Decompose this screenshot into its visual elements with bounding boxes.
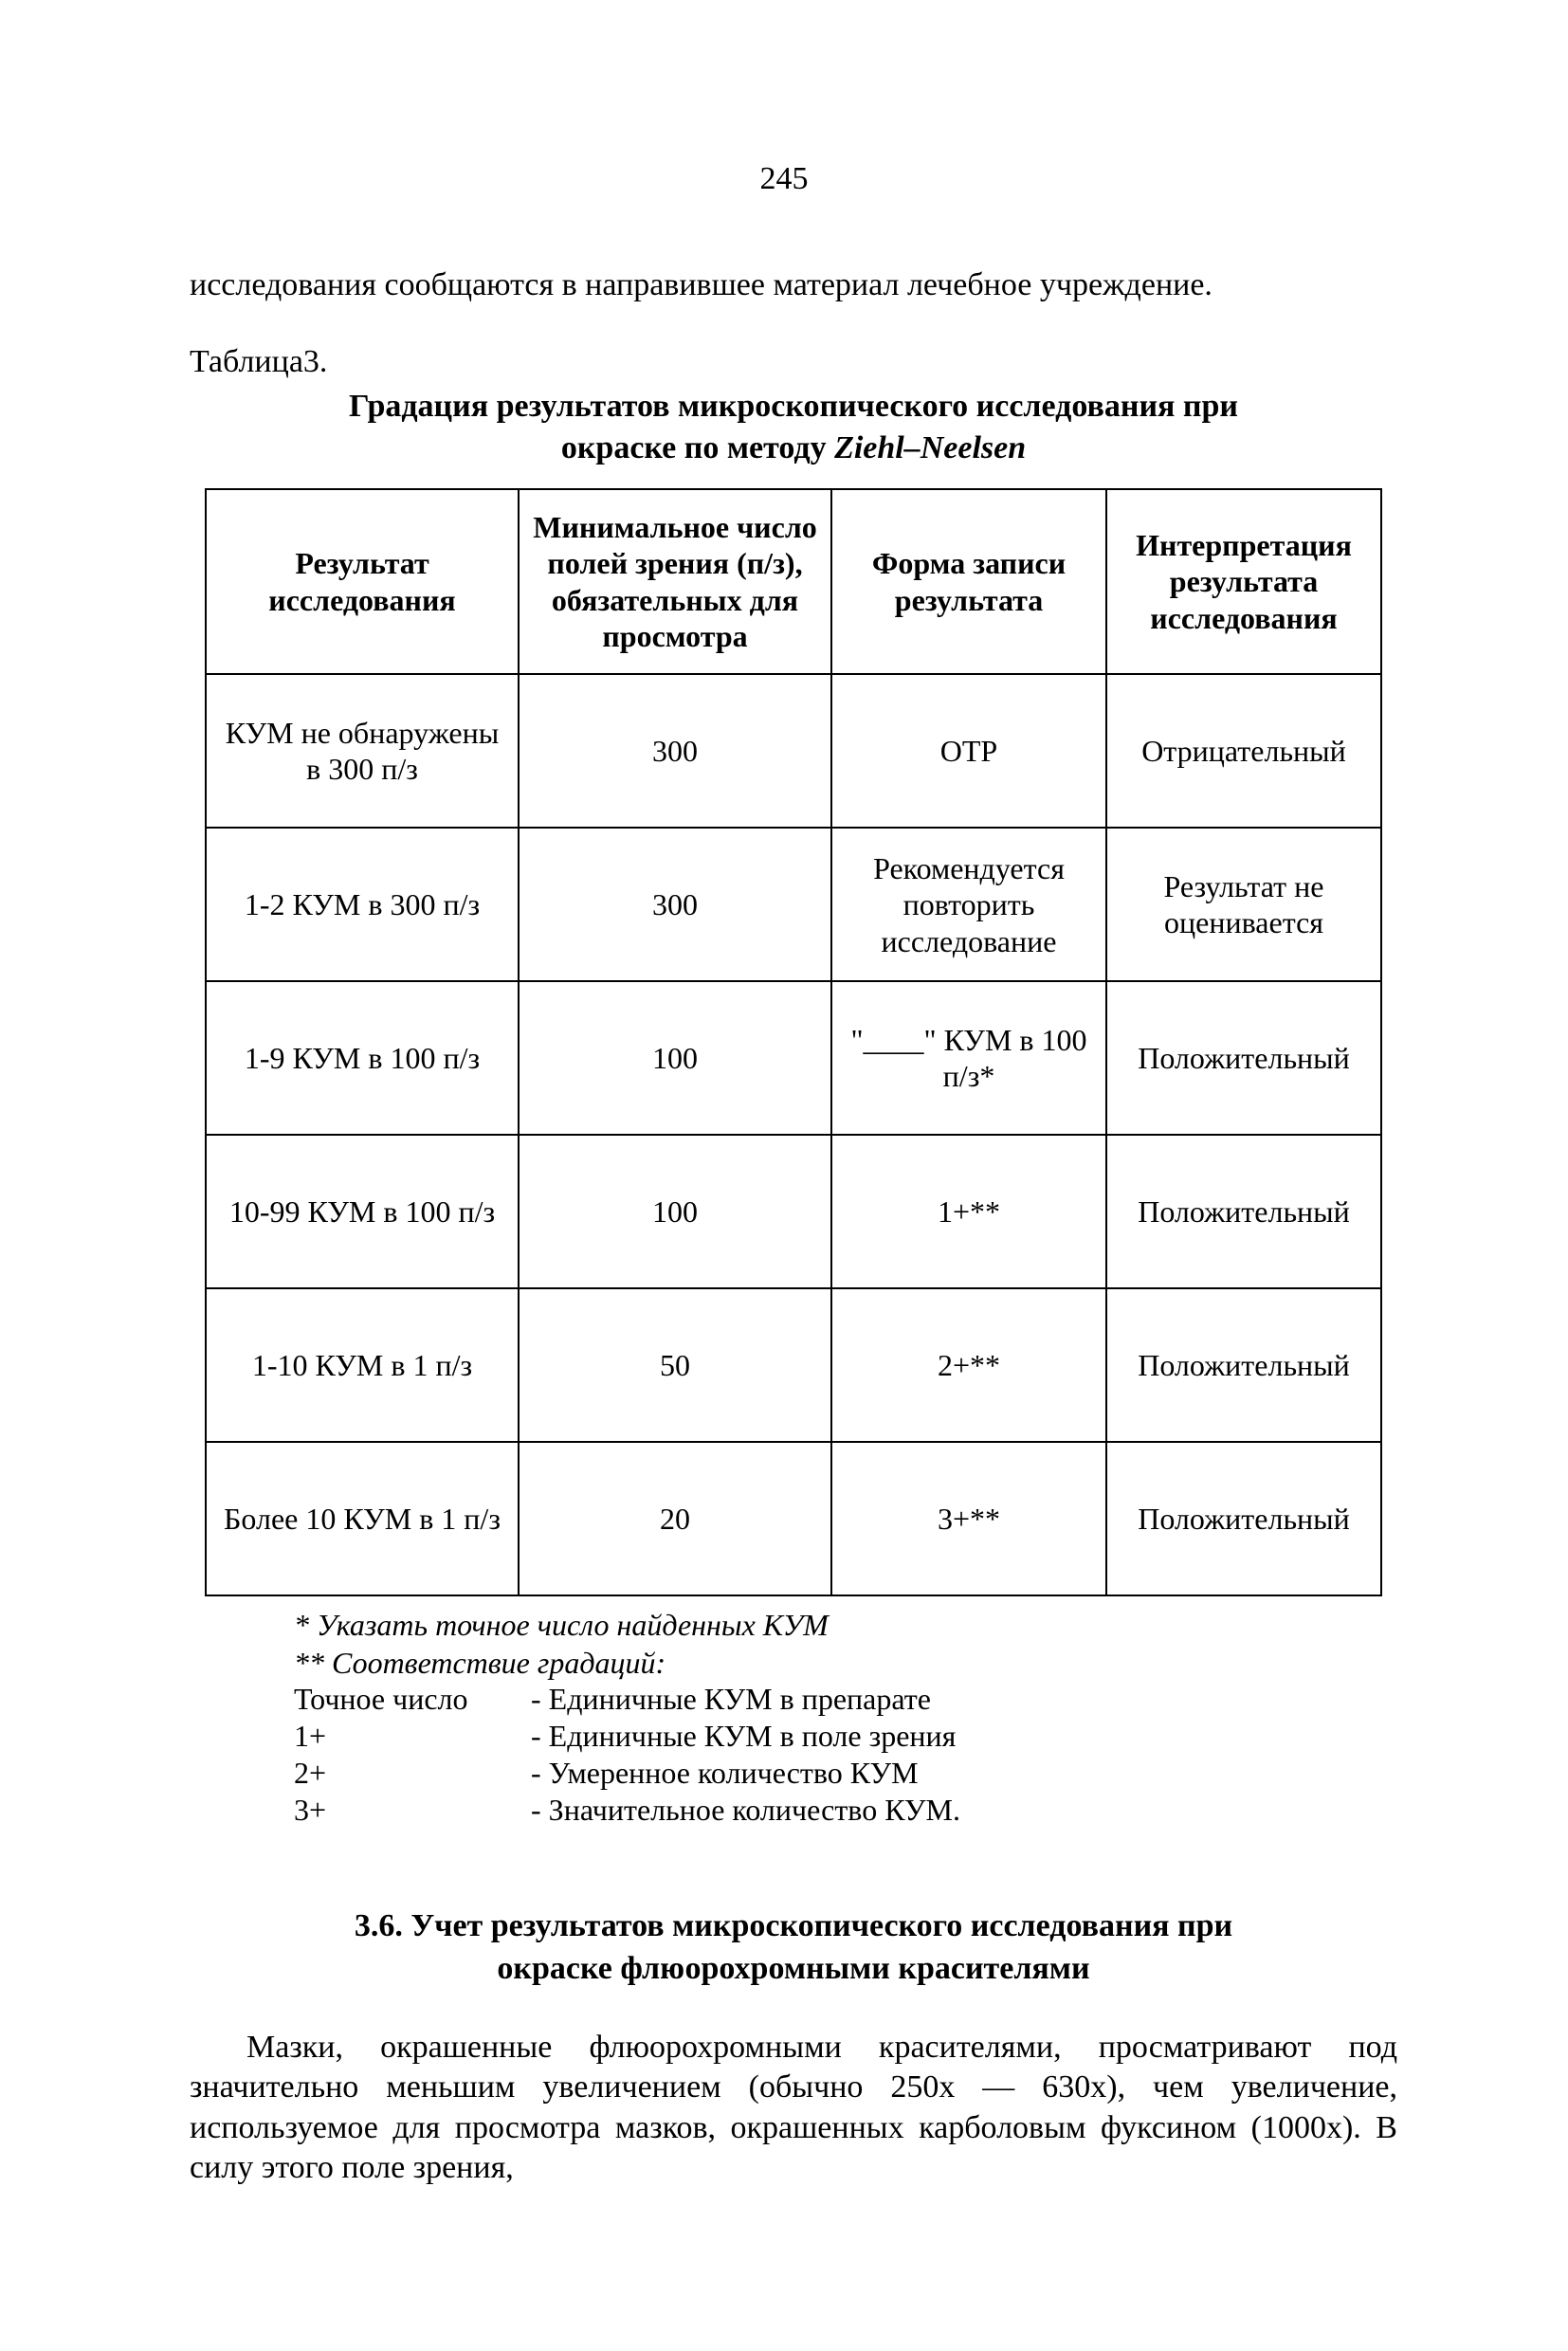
table-cell: Результат не оценивается — [1106, 828, 1381, 981]
gradation-legend: Точное число - Единичные КУМ в препарате… — [294, 1682, 979, 1830]
legend-desc: - Единичные КУМ в препарате — [531, 1682, 979, 1719]
legend-row: 2+ - Умеренное количество КУМ — [294, 1756, 979, 1793]
table-label: Таблица3. — [190, 344, 1397, 380]
table-title-line2: окраске по методу — [561, 430, 834, 465]
footnote-2: ** Соответствие градаций: — [294, 1644, 1397, 1682]
table-cell: Положительный — [1106, 1135, 1381, 1288]
table-cell: 300 — [519, 828, 831, 981]
table-header-row: Результат исследования Минимальное число… — [206, 489, 1381, 675]
table-title-method: Ziehl–Neelsen — [834, 430, 1026, 465]
table-cell: Положительный — [1106, 1442, 1381, 1595]
table-cell: 1+** — [831, 1135, 1106, 1288]
legend-desc: - Умеренное количество КУМ — [531, 1756, 979, 1793]
table-title-line1: Градация результатов микроскопического и… — [349, 389, 1238, 424]
table-cell: "____" КУМ в 100 п/з* — [831, 981, 1106, 1135]
legend-row: Точное число - Единичные КУМ в препарате — [294, 1682, 979, 1719]
table-cell: 1-2 КУМ в 300 п/з — [206, 828, 519, 981]
table-row: 1-10 КУМ в 1 п/з 50 2+** Положительный — [206, 1288, 1381, 1442]
table-cell: 100 — [519, 981, 831, 1135]
gradation-table: Результат исследования Минимальное число… — [205, 488, 1382, 1597]
table-header-cell: Минимальное число полей зрения (п/з), об… — [519, 489, 831, 675]
legend-desc: - Значительное количество КУМ. — [531, 1793, 979, 1830]
table-cell: Положительный — [1106, 981, 1381, 1135]
table-cell: 100 — [519, 1135, 831, 1288]
table-cell: Положительный — [1106, 1288, 1381, 1442]
page-number: 245 — [0, 161, 1568, 197]
body-paragraph: Мазки, окрашенные флюорохромными красите… — [190, 2028, 1397, 2189]
table-header-cell: Интерпретация результата исследования — [1106, 489, 1381, 675]
legend-label: 3+ — [294, 1793, 531, 1830]
table-title: Градация результатов микроскопического и… — [220, 386, 1367, 469]
table-cell: 2+** — [831, 1288, 1106, 1442]
legend-label: 1+ — [294, 1719, 531, 1756]
table-header-cell: Форма записи результата — [831, 489, 1106, 675]
legend-row: 3+ - Значительное количество КУМ. — [294, 1793, 979, 1830]
intro-paragraph: исследования сообщаются в направившее ма… — [190, 265, 1397, 306]
legend-desc: - Единичные КУМ в поле зрения — [531, 1719, 979, 1756]
table-row: 1-2 КУМ в 300 п/з 300 Рекомендуется повт… — [206, 828, 1381, 981]
section-title-line1: 3.6. Учет результатов микроскопического … — [355, 1908, 1232, 1943]
table-header-cell: Результат исследования — [206, 489, 519, 675]
footnote-1: * Указать точное число найденных КУМ — [294, 1606, 1397, 1644]
table-cell: 1-10 КУМ в 1 п/з — [206, 1288, 519, 1442]
table-cell: 20 — [519, 1442, 831, 1595]
table-cell: 50 — [519, 1288, 831, 1442]
table-cell: КУМ не обнаружены в 300 п/з — [206, 674, 519, 828]
table-row: 1-9 КУМ в 100 п/з 100 "____" КУМ в 100 п… — [206, 981, 1381, 1135]
table-cell: 1-9 КУМ в 100 п/з — [206, 981, 519, 1135]
table-cell: Более 10 КУМ в 1 п/з — [206, 1442, 519, 1595]
section-title-line2: окраске флюорохромными красителями — [497, 1951, 1089, 1986]
table-cell: 3+** — [831, 1442, 1106, 1595]
section-title: 3.6. Учет результатов микроскопического … — [238, 1905, 1349, 1989]
table-cell: ОТР — [831, 674, 1106, 828]
table-cell: 300 — [519, 674, 831, 828]
table-row: Более 10 КУМ в 1 п/з 20 3+** Положительн… — [206, 1442, 1381, 1595]
table-cell: Рекомендуется повторить исследование — [831, 828, 1106, 981]
legend-label: 2+ — [294, 1756, 531, 1793]
legend-label: Точное число — [294, 1682, 531, 1719]
legend-row: 1+ - Единичные КУМ в поле зрения — [294, 1719, 979, 1756]
table-cell: 10-99 КУМ в 100 п/з — [206, 1135, 519, 1288]
table-row: КУМ не обнаружены в 300 п/з 300 ОТР Отри… — [206, 674, 1381, 828]
footnotes: * Указать точное число найденных КУМ ** … — [294, 1606, 1397, 1682]
page: 245 исследования сообщаются в направивше… — [0, 0, 1568, 2351]
table-row: 10-99 КУМ в 100 п/з 100 1+** Положительн… — [206, 1135, 1381, 1288]
table-cell: Отрицательный — [1106, 674, 1381, 828]
